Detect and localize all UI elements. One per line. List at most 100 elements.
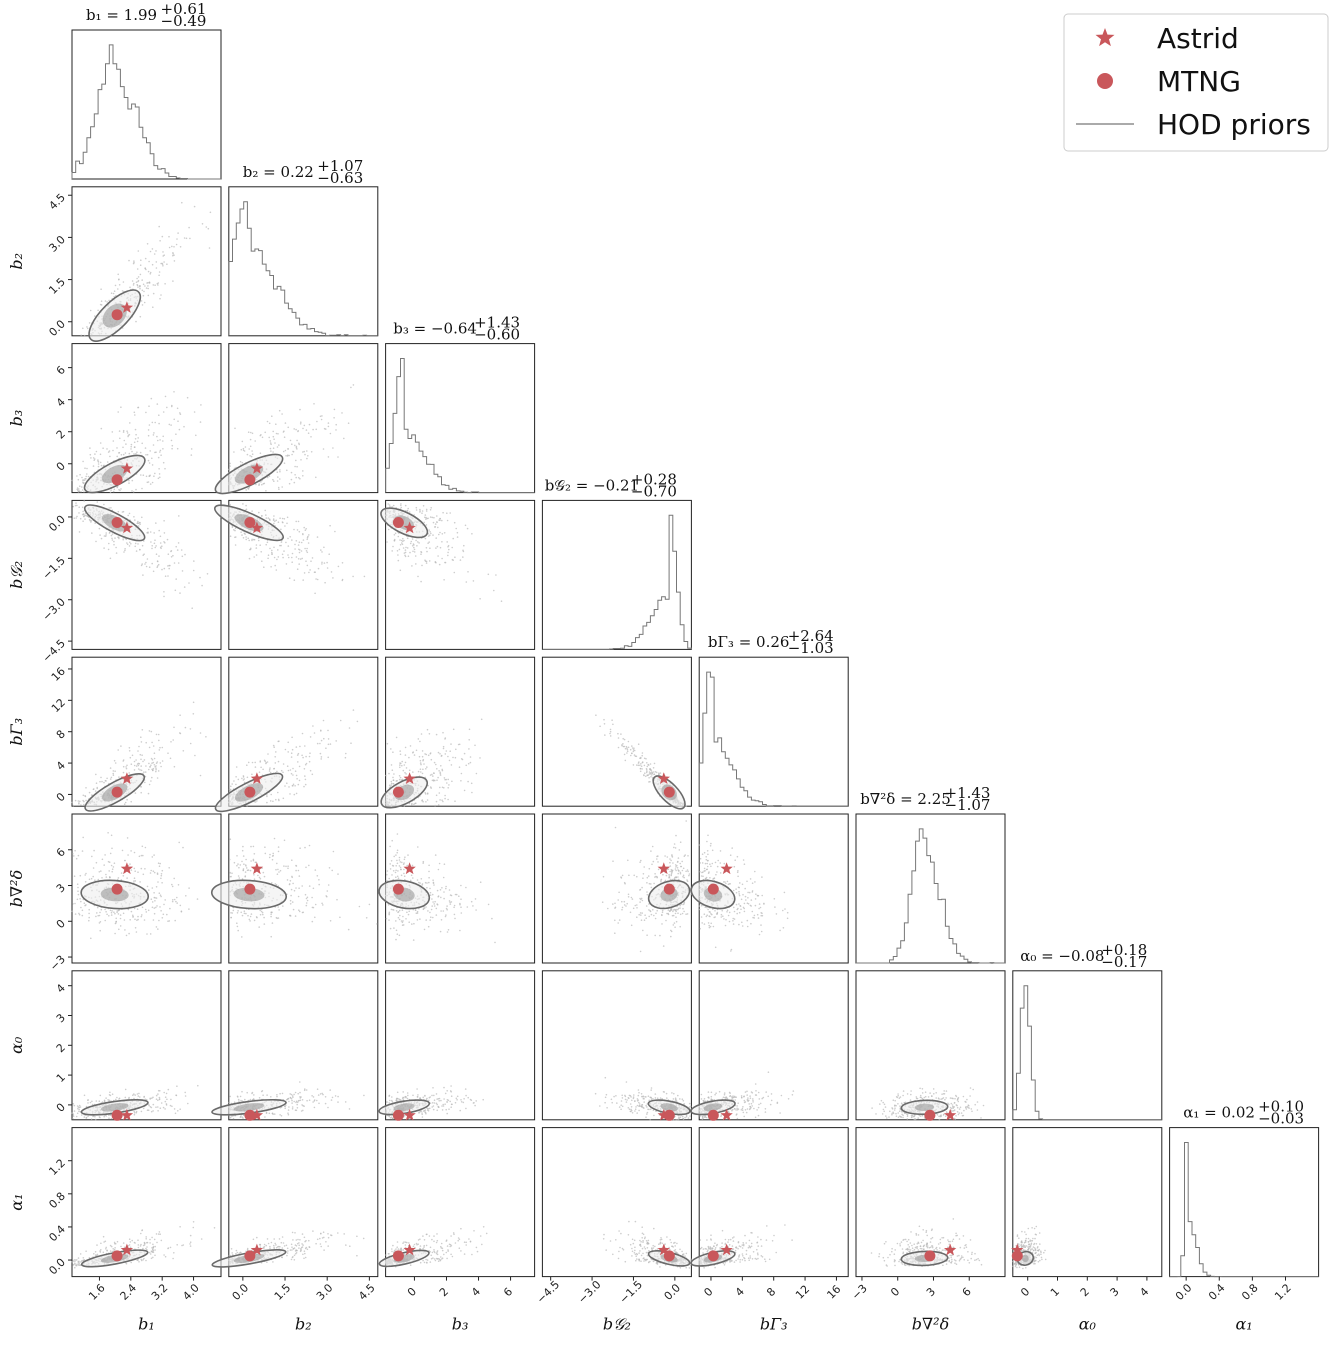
scatter-point (428, 876, 430, 879)
scatter-point (422, 759, 424, 762)
scatter-point (295, 865, 298, 867)
scatter-point (171, 404, 173, 407)
scatter-point (118, 284, 121, 286)
scatter-point (111, 533, 114, 535)
scatter-point (100, 870, 102, 872)
scatter-point (398, 865, 401, 867)
scatter-point (705, 876, 708, 879)
scatter-point (74, 799, 77, 802)
scatter-point (134, 545, 136, 548)
scatter-point (309, 569, 311, 571)
scatter-point (674, 847, 677, 849)
scatter-point (487, 573, 490, 576)
scatter-point (76, 515, 78, 518)
scatter-point (162, 255, 164, 257)
scatter-point (252, 858, 255, 861)
scatter-point (660, 879, 662, 881)
scatter-point (141, 563, 143, 565)
scatter-point (287, 545, 290, 547)
scatter-point (163, 520, 165, 522)
scatter-point (148, 475, 151, 477)
scatter-point (234, 527, 237, 529)
scatter-point (260, 766, 262, 769)
scatter-point (152, 919, 155, 921)
scatter-point (103, 781, 105, 784)
scatter-point (147, 459, 150, 462)
scatter-point (402, 540, 404, 543)
scatter-point (104, 919, 106, 922)
scatter-point (272, 800, 274, 803)
scatter-point (297, 895, 300, 898)
scatter-point (109, 767, 112, 769)
scatter-point (643, 764, 646, 767)
scatter-point (460, 758, 463, 760)
scatter-point (244, 871, 247, 873)
scatter-point (242, 855, 245, 857)
scatter-point (447, 778, 450, 781)
scatter-point (274, 520, 276, 523)
scatter-point (141, 442, 143, 445)
scatter-point (632, 764, 635, 766)
astrid-star-marker (250, 462, 264, 474)
scatter-point (229, 789, 231, 792)
scatter-point (79, 473, 81, 476)
scatter-point (391, 769, 394, 771)
scatter-point (390, 782, 393, 785)
scatter-point (407, 913, 410, 916)
histogram-b2 (228, 201, 378, 337)
scatter-point (159, 542, 162, 544)
scatter-point (449, 512, 452, 514)
scatter-point (117, 749, 119, 751)
scatter-point (163, 903, 165, 906)
scatter-point (682, 874, 685, 877)
scatter-point (153, 432, 155, 434)
scatter-point (297, 752, 300, 755)
scatter-point (426, 882, 428, 884)
scatter-point (447, 929, 450, 931)
scatter-point (425, 510, 428, 512)
scatter-point (151, 759, 154, 761)
scatter-point (122, 453, 125, 456)
scatter-point (266, 476, 269, 479)
scatter-point (117, 536, 119, 538)
scatter-point (302, 539, 305, 541)
scatter-point (269, 800, 272, 802)
scatter-point (155, 553, 158, 555)
scatter-point (626, 902, 628, 905)
scatter-point (654, 934, 656, 937)
scatter-point (266, 420, 269, 423)
scatter-point (133, 446, 136, 449)
scatter-point (311, 920, 314, 923)
scatter-point (76, 475, 78, 477)
scatter-point (144, 908, 147, 911)
scatter-point (443, 891, 445, 893)
scatter-point (126, 877, 128, 879)
scatter-point (640, 756, 642, 759)
scatter-point (278, 409, 281, 412)
scatter-point (111, 537, 113, 540)
scatter-point (327, 425, 330, 428)
scatter-point (179, 592, 181, 594)
scatter-point (143, 540, 145, 542)
scatter-point (258, 926, 261, 928)
scatter-point (669, 870, 671, 873)
scatter-point (191, 607, 193, 609)
scatter-point (409, 551, 411, 554)
scatter-point (142, 554, 144, 556)
scatter-point (76, 488, 78, 491)
scatter-point (113, 759, 116, 762)
scatter-point (241, 440, 244, 443)
scatter-point (603, 723, 606, 725)
scatter-point (411, 864, 414, 867)
scatter-point (229, 503, 231, 506)
scatter-point (131, 754, 134, 757)
scatter-point (119, 925, 122, 927)
scatter-point (98, 871, 101, 873)
scatter-point (675, 920, 678, 923)
y-tick-label: −3 (47, 953, 68, 974)
scatter-point (150, 780, 152, 782)
scatter-point (642, 929, 644, 932)
scatter-point (234, 529, 236, 532)
scatter-point (296, 778, 298, 780)
scatter-point (429, 752, 432, 755)
